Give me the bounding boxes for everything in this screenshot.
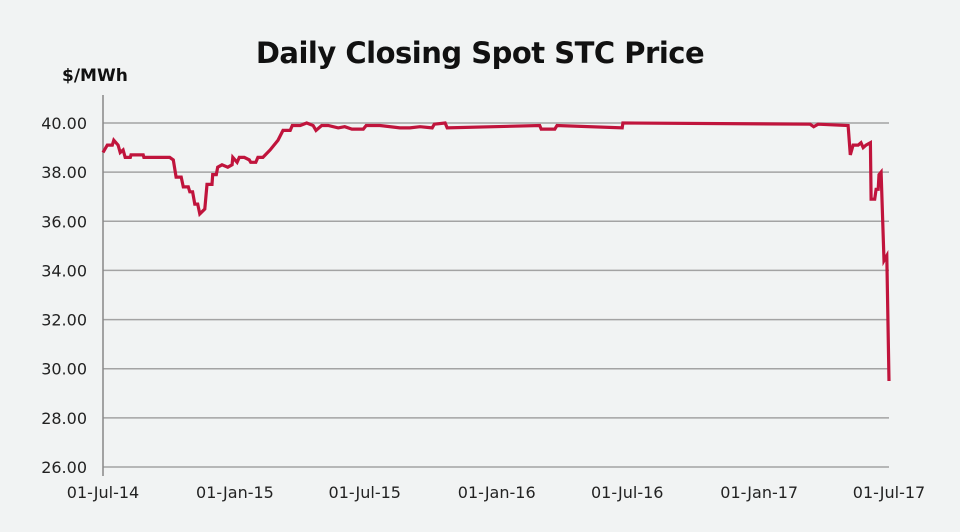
y-tick-label: 28.00: [41, 409, 87, 428]
x-tick-label: 01-Jan-15: [196, 483, 274, 502]
x-tick-label: 01-Jul-16: [591, 483, 663, 502]
x-tick-label: 01-Jul-17: [853, 483, 925, 502]
y-tick-label: 32.00: [41, 311, 87, 330]
x-tick-label: 01-Jul-14: [67, 483, 139, 502]
x-tick-label: 01-Jan-17: [720, 483, 798, 502]
y-axis-label: $/MWh: [62, 66, 128, 86]
x-tick-label: 01-Jul-15: [329, 483, 401, 502]
y-tick-label: 34.00: [41, 261, 87, 280]
chart-title: Daily Closing Spot STC Price: [255, 36, 705, 70]
y-tick-label: 38.00: [41, 163, 87, 182]
y-tick-label: 40.00: [41, 114, 87, 133]
price-line: [101, 121, 891, 382]
y-tick-label: 26.00: [41, 458, 87, 477]
x-tick-label: 01-Jan-16: [458, 483, 536, 502]
y-tick-label: 36.00: [41, 212, 87, 231]
y-tick-label: 30.00: [41, 360, 87, 379]
